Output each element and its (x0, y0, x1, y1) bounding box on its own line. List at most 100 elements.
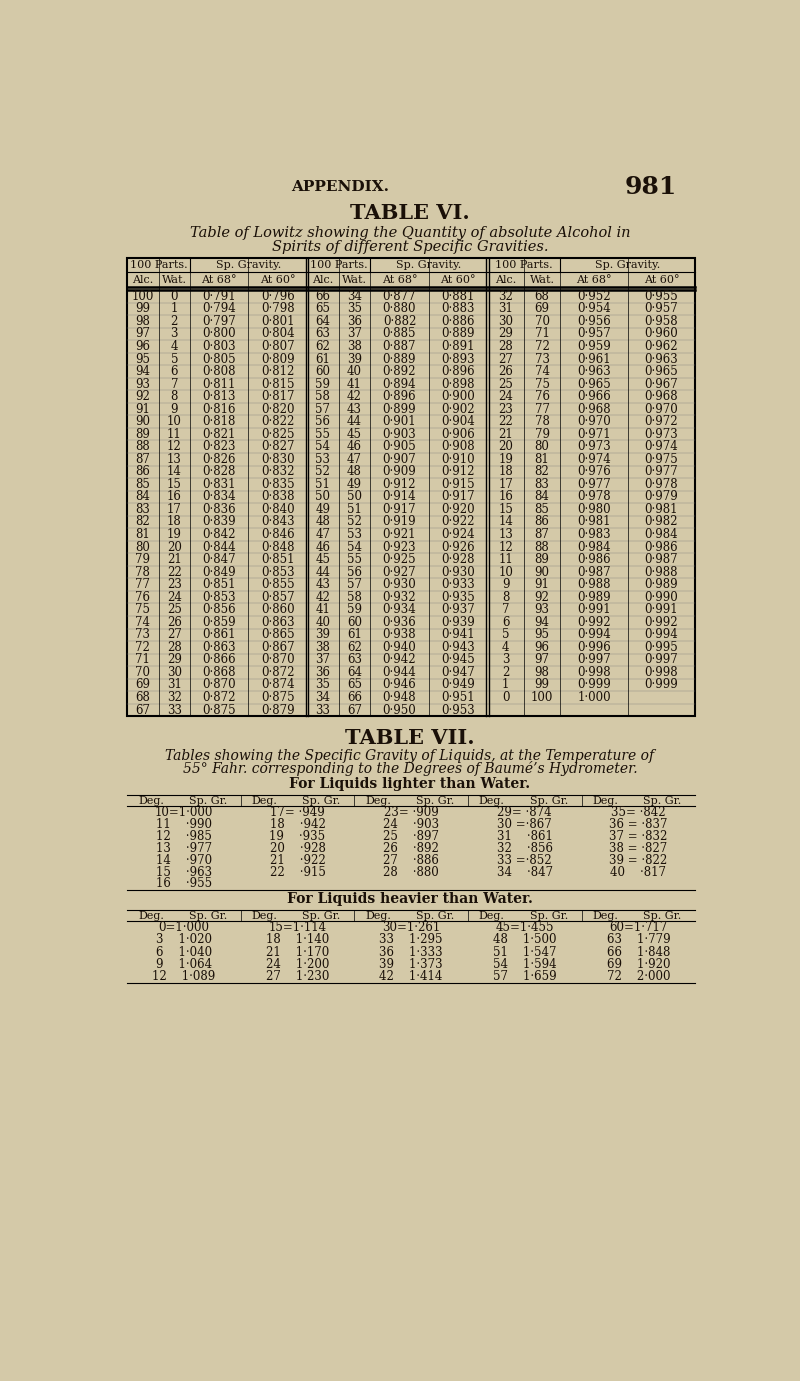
Text: 100: 100 (132, 290, 154, 302)
Text: 0·994: 0·994 (645, 628, 678, 641)
Text: 30: 30 (498, 315, 513, 327)
Text: 54: 54 (347, 540, 362, 554)
Text: 90: 90 (135, 416, 150, 428)
Text: 5: 5 (170, 352, 178, 366)
Text: 0·826: 0·826 (202, 453, 236, 465)
Text: At 68°: At 68° (202, 275, 237, 284)
Text: 0·861: 0·861 (202, 628, 236, 641)
Text: 9: 9 (170, 403, 178, 416)
Text: 67: 67 (347, 703, 362, 717)
Text: 0·978: 0·978 (577, 490, 610, 504)
Text: 0·901: 0·901 (382, 416, 416, 428)
Text: 45: 45 (347, 428, 362, 441)
Text: 0·827: 0·827 (261, 441, 294, 453)
Text: 11    ·990: 11 ·990 (156, 818, 212, 831)
Text: 96: 96 (534, 641, 550, 653)
Text: 0·830: 0·830 (261, 453, 294, 465)
Text: 15    ·963: 15 ·963 (156, 866, 212, 878)
Text: 0·886: 0·886 (442, 315, 475, 327)
Text: 69: 69 (534, 302, 550, 315)
Text: 18: 18 (498, 465, 513, 478)
Text: Sp. Gr.: Sp. Gr. (189, 795, 227, 805)
Text: 0·817: 0·817 (261, 389, 294, 403)
Text: 9    1·064: 9 1·064 (156, 958, 212, 971)
Text: 31: 31 (498, 302, 513, 315)
Text: 46: 46 (347, 441, 362, 453)
Text: 99: 99 (534, 678, 550, 692)
Text: 0·998: 0·998 (645, 666, 678, 679)
Text: 1: 1 (170, 302, 178, 315)
Text: 71: 71 (135, 653, 150, 667)
Text: 1·000: 1·000 (577, 690, 610, 704)
Text: 0·842: 0·842 (202, 528, 236, 541)
Text: 11: 11 (498, 552, 513, 566)
Text: 17: 17 (167, 503, 182, 516)
Text: 93: 93 (534, 603, 550, 616)
Text: 0·945: 0·945 (442, 653, 475, 667)
Text: 89: 89 (135, 428, 150, 441)
Text: Wat.: Wat. (162, 275, 187, 284)
Text: 35= ·842: 35= ·842 (611, 807, 666, 819)
Text: 71: 71 (534, 327, 550, 341)
Text: 28: 28 (498, 340, 513, 354)
Text: 18    ·942: 18 ·942 (270, 818, 326, 831)
Text: 0·896: 0·896 (442, 365, 475, 378)
Text: 79: 79 (135, 552, 150, 566)
Text: 81: 81 (534, 453, 550, 465)
Text: 14    ·970: 14 ·970 (156, 853, 212, 866)
Text: 59: 59 (347, 603, 362, 616)
Text: 48: 48 (347, 465, 362, 478)
Text: 0·855: 0·855 (261, 579, 294, 591)
Text: 99: 99 (135, 302, 150, 315)
Text: 0·823: 0·823 (202, 441, 236, 453)
Text: 3    1·020: 3 1·020 (156, 934, 212, 946)
Text: 0·906: 0·906 (442, 428, 475, 441)
Text: 86: 86 (135, 465, 150, 478)
Text: 20    ·928: 20 ·928 (270, 841, 326, 855)
Text: 0·877: 0·877 (382, 290, 416, 302)
Text: 66    1·848: 66 1·848 (606, 946, 670, 958)
Text: 0·970: 0·970 (577, 416, 611, 428)
Text: 0·872: 0·872 (261, 666, 294, 679)
Text: 21    1·170: 21 1·170 (266, 946, 329, 958)
Text: 34: 34 (347, 290, 362, 302)
Text: 0·853: 0·853 (202, 591, 236, 603)
Text: Sp. Gravity.: Sp. Gravity. (216, 260, 281, 271)
Text: 50: 50 (347, 490, 362, 504)
Text: 10: 10 (167, 416, 182, 428)
Text: 52: 52 (347, 515, 362, 529)
Text: 63    1·779: 63 1·779 (606, 934, 670, 946)
Text: 0·839: 0·839 (202, 515, 236, 529)
Text: 74: 74 (135, 616, 150, 628)
Text: 0·919: 0·919 (382, 515, 416, 529)
Text: 0: 0 (502, 690, 510, 704)
Text: 0·973: 0·973 (645, 428, 678, 441)
Text: 0·902: 0·902 (442, 403, 475, 416)
Text: 76: 76 (135, 591, 150, 603)
Text: Deg.: Deg. (593, 795, 618, 805)
Text: Sp. Gr.: Sp. Gr. (643, 795, 682, 805)
Text: 91: 91 (135, 403, 150, 416)
Text: 57: 57 (315, 403, 330, 416)
Text: 10: 10 (498, 566, 513, 579)
Text: 19    ·935: 19 ·935 (270, 830, 326, 842)
Text: 0·990: 0·990 (645, 591, 678, 603)
Text: 20: 20 (167, 540, 182, 554)
Text: 26    ·892: 26 ·892 (383, 841, 439, 855)
Text: 72    2·000: 72 2·000 (606, 971, 670, 983)
Text: 0·828: 0·828 (202, 465, 236, 478)
Text: Sp. Gr.: Sp. Gr. (189, 910, 227, 921)
Bar (127, 258, 695, 717)
Text: 45=1·455: 45=1·455 (495, 921, 554, 934)
Text: 0·832: 0·832 (261, 465, 294, 478)
Text: 4: 4 (170, 340, 178, 354)
Text: 83: 83 (534, 478, 550, 490)
Text: 0·999: 0·999 (577, 678, 611, 692)
Text: 95: 95 (135, 352, 150, 366)
Text: 31: 31 (167, 678, 182, 692)
Text: 6    1·040: 6 1·040 (156, 946, 212, 958)
Text: 9: 9 (502, 579, 510, 591)
Text: 15=1·114: 15=1·114 (269, 921, 326, 934)
Text: 48: 48 (315, 515, 330, 529)
Text: 0·889: 0·889 (382, 352, 416, 366)
